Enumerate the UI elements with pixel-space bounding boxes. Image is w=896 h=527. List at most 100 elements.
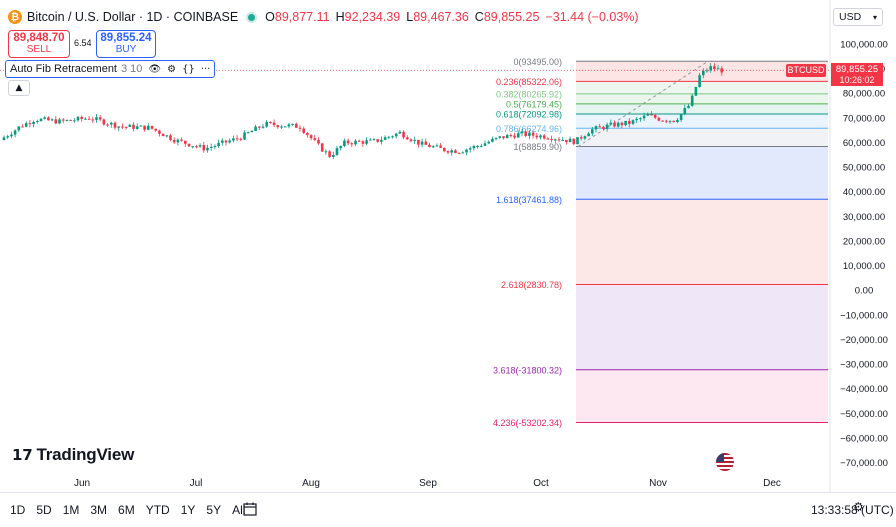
- candle-body: [195, 146, 198, 148]
- candle-body: [54, 119, 58, 124]
- candle-body: [476, 145, 479, 147]
- fib-level-label: 0(93495.00): [513, 57, 562, 67]
- fib-level-label: 1(58859.90): [513, 142, 562, 152]
- symbol-title[interactable]: Bitcoin / U.S. Dollar · 1D · COINBASE: [27, 10, 239, 24]
- fib-zone: [576, 93, 828, 104]
- price-axis-label: 30,000.00: [843, 212, 885, 223]
- candle-body: [98, 117, 102, 120]
- price-axis-label: −60,000.00: [840, 433, 888, 444]
- range-ytd[interactable]: YTD: [145, 503, 170, 517]
- candle-body: [576, 137, 579, 145]
- time-axis-label: Nov: [649, 478, 667, 489]
- candle-body: [428, 144, 431, 148]
- range-all[interactable]: All: [232, 503, 246, 517]
- price-axis-label: 60,000.00: [843, 138, 885, 149]
- candle-body: [694, 87, 698, 96]
- candle-body: [272, 122, 276, 126]
- range-6m[interactable]: 6M: [118, 503, 135, 517]
- eye-icon[interactable]: 👁: [148, 63, 162, 75]
- candle-body: [209, 146, 213, 148]
- low-key: L: [406, 10, 414, 24]
- candle-body: [243, 132, 246, 140]
- price-axis-label: 0.00: [855, 286, 874, 297]
- candle-body: [261, 126, 265, 128]
- candle-body: [635, 118, 638, 121]
- candle-body: [446, 151, 450, 153]
- range-5d[interactable]: 5D: [36, 503, 52, 517]
- collapse-legend-icon[interactable]: ▲: [8, 80, 30, 96]
- candle-body: [250, 130, 254, 133]
- candle-body: [365, 140, 368, 144]
- currency-label: USD: [839, 11, 862, 23]
- candle-body: [17, 126, 21, 131]
- indicator-legend[interactable]: Auto Fib Retracement 3 10 👁 ⚙ {} ···: [5, 60, 216, 78]
- candle-body: [276, 125, 280, 128]
- candle-body: [139, 125, 143, 127]
- candle-body: [465, 149, 468, 153]
- candle-body: [232, 138, 235, 141]
- currency-selector[interactable]: USD ▾: [833, 8, 883, 26]
- candle-body: [180, 139, 183, 141]
- change-value: −31.44 (−0.03%): [545, 10, 639, 24]
- range-3m[interactable]: 3M: [90, 503, 108, 517]
- candle-body: [594, 126, 598, 130]
- fib-level-label: 0.382(80265.92): [496, 89, 562, 99]
- candle-body: [406, 137, 409, 140]
- candle-body: [254, 126, 257, 131]
- candle-body: [702, 70, 705, 76]
- candle-body: [705, 70, 709, 72]
- candle-body: [21, 126, 24, 128]
- candle-body: [394, 133, 398, 137]
- time-axis-label: Dec: [763, 478, 781, 489]
- candle-body: [235, 138, 239, 140]
- candle-body: [665, 120, 668, 122]
- tradingview-logo[interactable]: 𝟭𝟳 TradingView: [12, 445, 134, 465]
- candle-body: [69, 119, 72, 121]
- range-buttons: 1D 5D 1M 3M 6M YTD 1Y 5Y All: [10, 503, 256, 517]
- fib-level-label: 2.618(2830.78): [501, 280, 562, 290]
- candle-body: [58, 119, 61, 124]
- candle-body: [613, 122, 616, 127]
- candle-body: [150, 125, 154, 129]
- candle-body: [502, 136, 505, 139]
- us-flag-icon[interactable]: [716, 453, 734, 471]
- sell-button[interactable]: 89,848.70 SELL: [8, 30, 70, 58]
- candle-body: [383, 137, 387, 140]
- candle-body: [50, 119, 54, 121]
- buy-button[interactable]: 89,855.24 BUY: [96, 30, 156, 58]
- range-1m[interactable]: 1M: [62, 503, 80, 517]
- candle-body: [121, 126, 124, 128]
- candle-body: [491, 138, 494, 142]
- candle-body: [690, 95, 694, 106]
- candle-body: [535, 135, 539, 138]
- chevron-down-icon: ▾: [872, 12, 877, 22]
- date-range-icon[interactable]: [243, 502, 257, 516]
- candle-body: [124, 126, 128, 128]
- settings-icon[interactable]: ⚙: [167, 63, 177, 75]
- candle-body: [302, 128, 305, 133]
- utc-clock[interactable]: 13:33:58 (UTC): [811, 503, 894, 517]
- candle-body: [631, 120, 635, 124]
- candle-body: [439, 145, 442, 148]
- candle-body: [298, 127, 302, 129]
- candle-body: [84, 118, 87, 120]
- candle-body: [420, 141, 424, 145]
- gear-icon[interactable]: ⚙: [853, 500, 864, 514]
- candle-body: [539, 135, 542, 138]
- candle-body: [716, 68, 720, 70]
- candle-body: [398, 131, 402, 134]
- source-code-icon[interactable]: {}: [182, 63, 195, 75]
- candle-body: [106, 124, 109, 126]
- candle-body: [435, 145, 439, 147]
- candle-body: [132, 124, 135, 129]
- range-1d[interactable]: 1D: [10, 503, 26, 517]
- candle-body: [172, 139, 176, 143]
- candle-body: [61, 119, 65, 121]
- bottom-toolbar: 1D 5D 1M 3M 6M YTD 1Y 5Y All 13:33:58 (U…: [0, 492, 896, 527]
- price-axis-label: −70,000.00: [840, 458, 888, 469]
- range-5y[interactable]: 5Y: [206, 503, 222, 517]
- more-icon[interactable]: ···: [200, 63, 211, 75]
- range-1y[interactable]: 1Y: [180, 503, 196, 517]
- candle-body: [165, 135, 169, 137]
